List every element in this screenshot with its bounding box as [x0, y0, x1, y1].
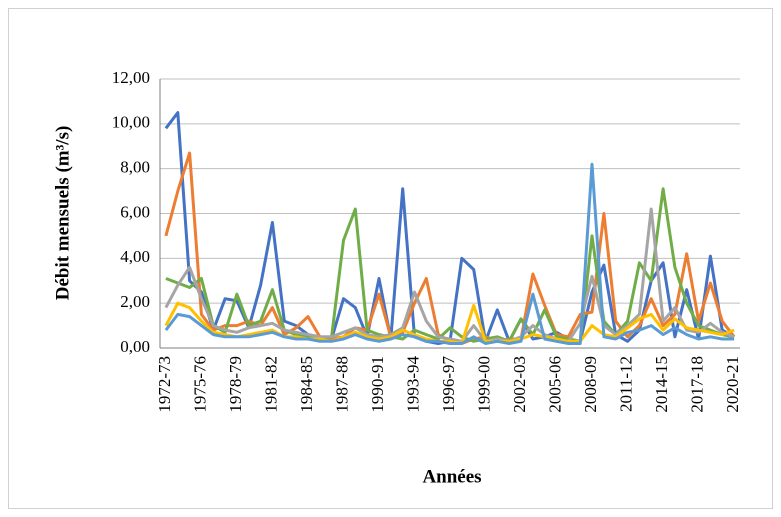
x-tick-label: 1996-97	[439, 356, 458, 413]
y-tick-label: 10,00	[112, 113, 150, 132]
x-tick-label: 1975-76	[190, 356, 209, 413]
y-tick-label: 0,00	[120, 337, 150, 356]
x-tick-label: 1981-82	[261, 356, 280, 413]
x-tick-label: 1972-73	[155, 356, 174, 413]
x-tick-label: 2011-12	[616, 356, 635, 412]
x-tick-label: 1987-88	[332, 356, 351, 413]
x-tick-label: 2005-06	[545, 356, 564, 413]
x-tick-label: 1990-91	[368, 356, 387, 413]
x-tick-label: 2014-15	[652, 356, 671, 413]
x-tick-label: 2017-18	[687, 356, 706, 413]
x-tick-label: 1999-00	[474, 356, 493, 413]
y-axis-title: Débit mensuels (m³/s)	[52, 126, 73, 301]
x-tick-label: 1993-94	[403, 356, 422, 413]
x-tick-label: 2020-21	[723, 356, 742, 413]
series-line	[164, 301, 735, 345]
x-tick-label: 1984-85	[297, 356, 316, 413]
y-tick-label: 8,00	[120, 158, 150, 177]
y-tick-label: 4,00	[120, 247, 150, 266]
y-tick-label: 2,00	[120, 292, 150, 311]
series-line	[164, 207, 735, 343]
x-tick-label: 1978-79	[226, 356, 245, 413]
series-line	[164, 162, 735, 345]
x-tick-label: 2008-09	[581, 356, 600, 413]
y-tick-label: 12,00	[112, 68, 150, 87]
x-axis-title: Années	[422, 466, 481, 487]
y-tick-label: 6,00	[120, 202, 150, 221]
x-tick-label: 2002-03	[510, 356, 529, 413]
series-line	[165, 187, 735, 343]
